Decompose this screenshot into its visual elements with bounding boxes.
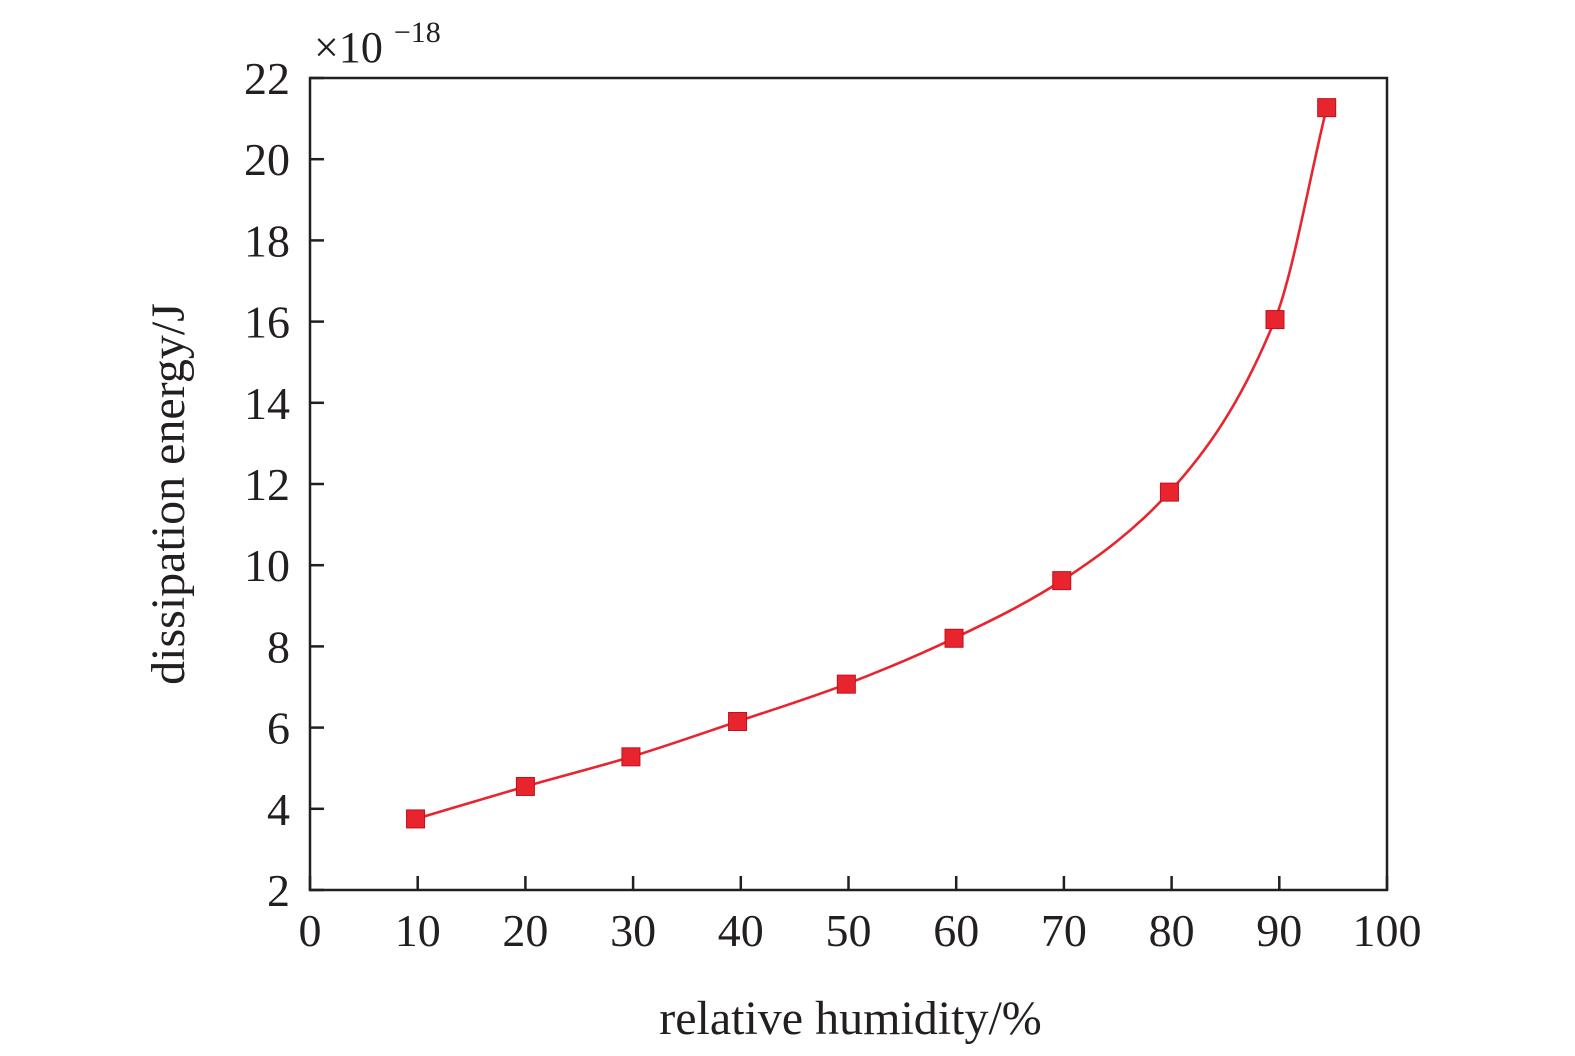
- data-point-marker: [1265, 310, 1285, 330]
- x-tick-label: 30: [610, 905, 656, 956]
- x-tick-label: 20: [502, 905, 548, 956]
- data-point-marker: [406, 809, 426, 829]
- x-tick-label: 10: [395, 905, 441, 956]
- multiplier-exponent: −18: [394, 16, 441, 49]
- data-point-marker: [836, 674, 856, 694]
- data-point-marker: [728, 712, 748, 732]
- x-tick-label: 60: [933, 905, 979, 956]
- y-tick-label: 10: [244, 540, 290, 591]
- series: [406, 98, 1337, 829]
- data-point-marker: [944, 628, 964, 648]
- y-tick-label: 18: [244, 215, 290, 266]
- plot-frame: [308, 76, 1389, 892]
- x-axis-title: relative humidity/%: [659, 992, 1042, 1045]
- ticks: 0 10 20 30 40 50 60 70 80 90 100 2 4 6 8 10 12 14 16 18 20 22: [244, 53, 1422, 956]
- y-axis-multiplier: ×10 −18: [314, 16, 441, 72]
- x-tick-label: 90: [1256, 905, 1302, 956]
- y-tick-label: 8: [267, 621, 290, 672]
- x-tick-label: 40: [718, 905, 764, 956]
- x-tick-label: 100: [1353, 905, 1422, 956]
- labels: relative humidity/% dissipation energy/J…: [142, 16, 1042, 1045]
- y-axis-title: dissipation energy/J: [142, 303, 195, 685]
- y-tick-label: 6: [267, 703, 290, 754]
- y-tick-label: 2: [267, 865, 290, 916]
- x-tick-label: 70: [1041, 905, 1087, 956]
- data-point-marker: [1317, 98, 1337, 118]
- y-tick-label: 16: [244, 297, 290, 348]
- y-tick-label: 12: [244, 459, 290, 510]
- series-line: [415, 107, 1328, 821]
- data-point-marker: [1052, 571, 1072, 591]
- multiplier-base: ×10: [314, 23, 383, 72]
- x-tick-label: 80: [1149, 905, 1195, 956]
- y-tick-label: 22: [244, 53, 290, 104]
- data-point-marker: [515, 776, 535, 796]
- data-point-marker: [621, 747, 641, 767]
- y-tick-label: 4: [267, 784, 290, 835]
- x-tick-label: 0: [299, 905, 322, 956]
- x-tick-label: 50: [826, 905, 872, 956]
- data-point-marker: [1159, 482, 1179, 502]
- y-tick-label: 14: [244, 378, 290, 429]
- axes: [308, 76, 1389, 892]
- y-tick-label: 20: [244, 134, 290, 185]
